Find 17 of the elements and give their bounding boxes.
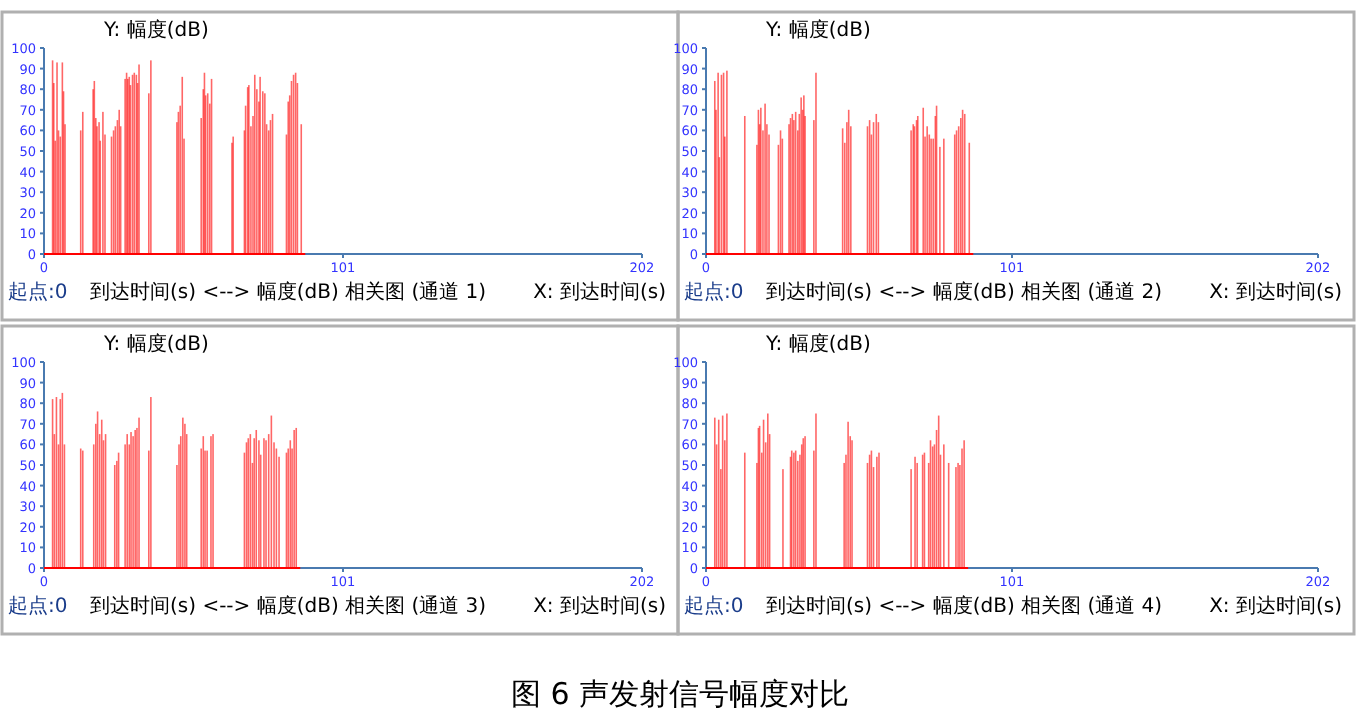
text: 图 6 声发射信号幅度对比 <box>510 676 850 712</box>
x-axis-title: X: 到达时间(s) <box>533 594 667 618</box>
text: 起点:0 <box>8 594 68 618</box>
text: 到达时间(s) <--> 幅度(dB) 相关图 (通道 2) <box>766 280 1163 304</box>
text: 到达时间(s) <--> 幅度(dB) 相关图 (通道 4) <box>766 594 1163 618</box>
x-axis-title: X: 到达时间(s) <box>533 280 667 304</box>
x-axis-title: X: 到达时间(s) <box>1209 280 1343 304</box>
y-axis-title: Y: 幅度(dB) <box>764 332 871 356</box>
y-axis-title: Y: 幅度(dB) <box>102 18 209 42</box>
y-axis-title: Y: 幅度(dB) <box>102 332 209 356</box>
y-axis-title: Y: 幅度(dB) <box>764 18 871 42</box>
text: 起点:0 <box>684 594 744 618</box>
text: 起点:0 <box>8 280 68 304</box>
text: 到达时间(s) <--> 幅度(dB) 相关图 (通道 3) <box>90 594 487 618</box>
x-axis-title: X: 到达时间(s) <box>1209 594 1343 618</box>
text: 起点:0 <box>684 280 744 304</box>
text: 到达时间(s) <--> 幅度(dB) 相关图 (通道 1) <box>90 280 487 304</box>
